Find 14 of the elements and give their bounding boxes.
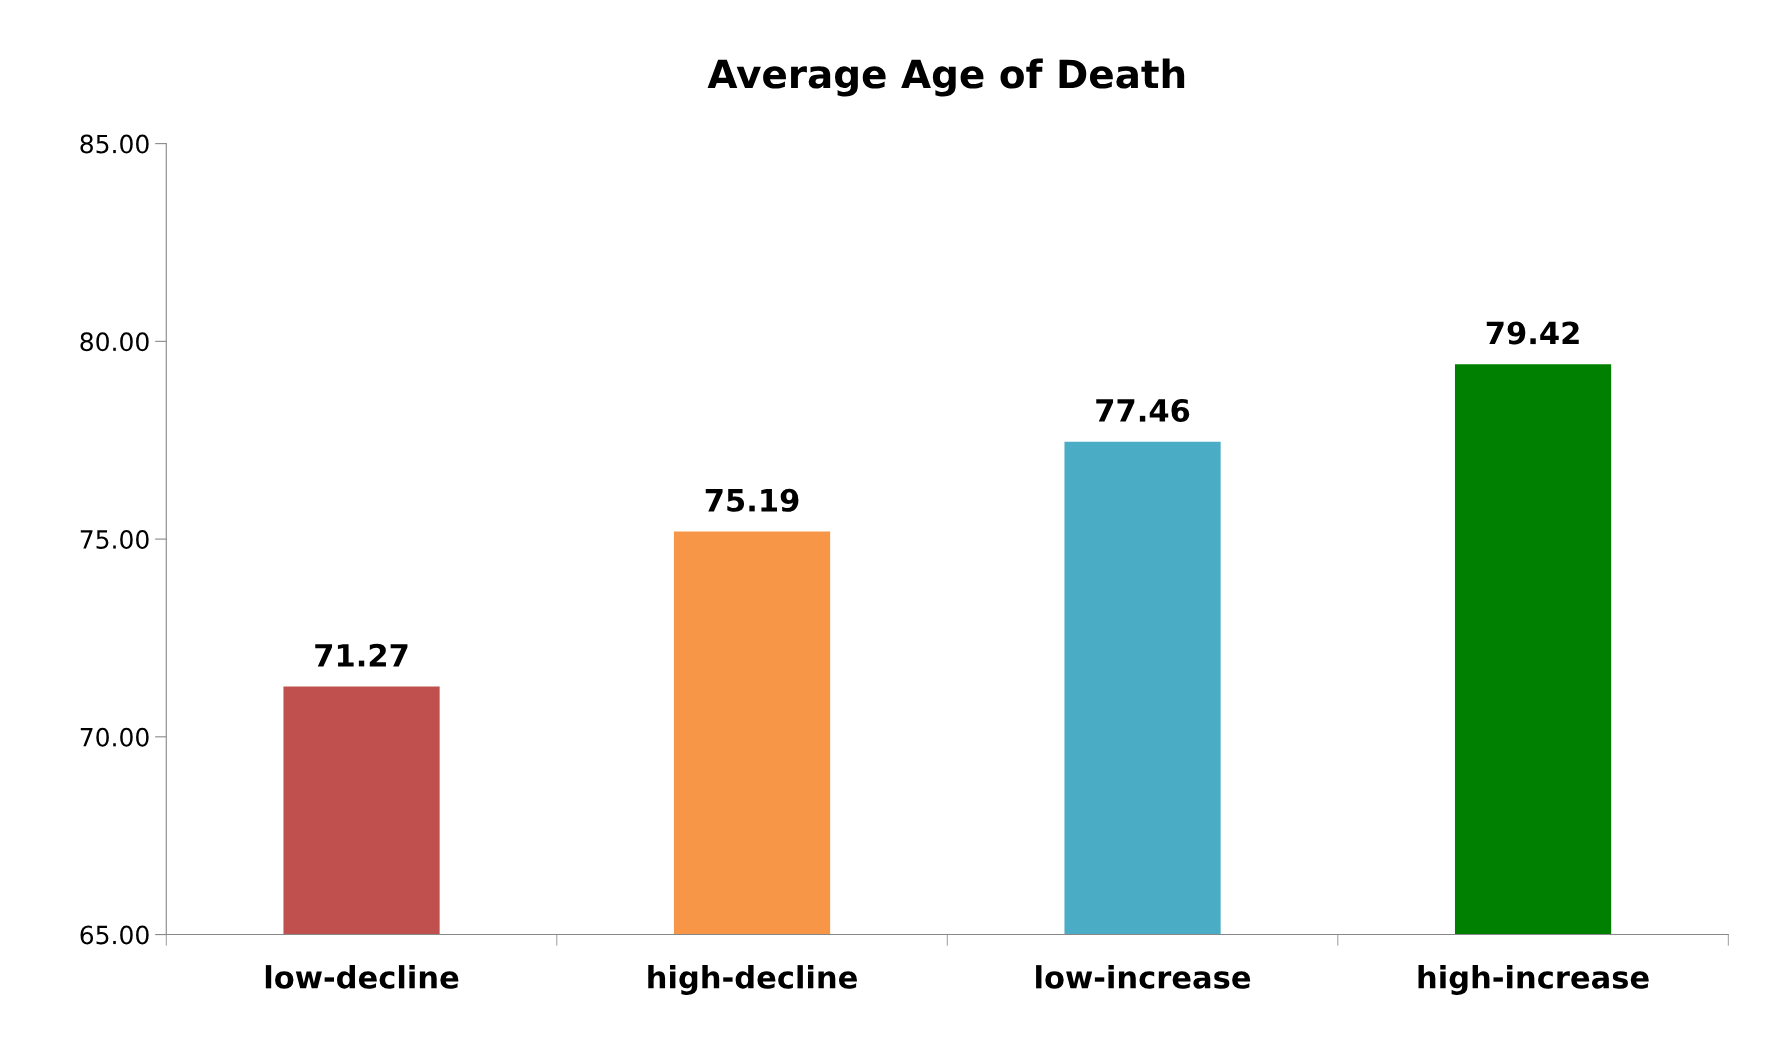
y-tick-label: 85.00	[80, 134, 149, 154]
y-tick-label: 75.00	[80, 530, 149, 549]
y-tick-label: 70.00	[80, 727, 149, 747]
data-label: 79.42	[1486, 321, 1579, 345]
chart-title: Average Age of Death	[707, 58, 1185, 97]
data-label: 71.27	[315, 643, 408, 667]
x-tick-label: low-increase	[1036, 965, 1251, 989]
x-tick-label: low-decline	[265, 965, 459, 989]
y-tick-label: 80.00	[80, 332, 149, 352]
data-label: 75.19	[705, 488, 799, 512]
x-tick-label: high-increase	[1418, 965, 1649, 995]
y-tick-label: 65.00	[80, 925, 149, 945]
data-label: 77.46	[1096, 398, 1190, 423]
x-tick-label: high-decline	[648, 965, 857, 995]
